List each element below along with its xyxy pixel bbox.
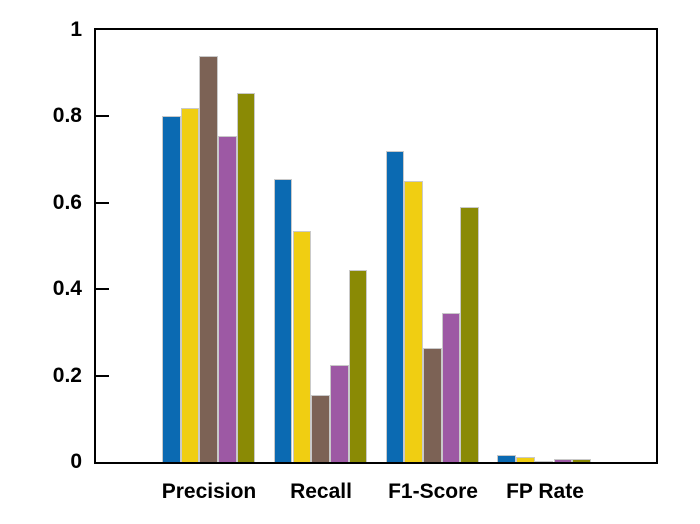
y-tick-mark bbox=[96, 288, 109, 291]
bar-purple-series-recall bbox=[329, 364, 349, 462]
bar-olive-series-f1score bbox=[460, 207, 480, 462]
y-tick-label-0_4: 0.4 bbox=[52, 277, 82, 300]
bar-blue-series-fprate bbox=[497, 454, 517, 462]
bar-blue-series-precision bbox=[162, 116, 181, 462]
y-tick-label-0_6: 0.6 bbox=[52, 191, 82, 214]
bar-yellow-series-f1score bbox=[404, 181, 423, 462]
bar-brown-series-f1score bbox=[423, 347, 442, 462]
bar-purple-series-fprate bbox=[553, 458, 573, 462]
bar-yellow-series-recall bbox=[292, 230, 312, 462]
bar-yellow-series-precision bbox=[180, 107, 200, 462]
x-category-label-f1score: F1-Score bbox=[388, 480, 478, 503]
bar-olive-series-recall bbox=[348, 269, 368, 462]
bar-blue-series-recall bbox=[273, 179, 293, 462]
x-category-label-recall: Recall bbox=[290, 480, 352, 503]
y-tick-label-1: 1 bbox=[70, 18, 82, 41]
plot-frame bbox=[94, 28, 658, 464]
x-category-label-fprate: FP Rate bbox=[506, 480, 584, 503]
bar-brown-series-recall bbox=[311, 395, 330, 462]
bar-blue-series-f1score bbox=[385, 150, 405, 462]
y-tick-mark bbox=[96, 115, 109, 118]
y-tick-label-0_2: 0.2 bbox=[52, 364, 82, 387]
y-tick-mark bbox=[96, 201, 109, 204]
bar-yellow-series-fprate bbox=[516, 456, 535, 462]
bar-brown-series-fprate bbox=[534, 461, 554, 462]
x-category-label-precision: Precision bbox=[161, 480, 257, 503]
plot-area bbox=[96, 30, 656, 462]
y-tick-mark bbox=[96, 374, 109, 377]
bar-olive-series-fprate bbox=[572, 458, 591, 462]
y-tick-label-0: 0 bbox=[70, 450, 82, 473]
bar-purple-series-f1score bbox=[441, 312, 461, 462]
y-tick-label-0_8: 0.8 bbox=[52, 104, 82, 127]
bar-brown-series-precision bbox=[199, 55, 219, 462]
bar-purple-series-precision bbox=[218, 135, 237, 462]
bar-olive-series-precision bbox=[236, 92, 256, 462]
